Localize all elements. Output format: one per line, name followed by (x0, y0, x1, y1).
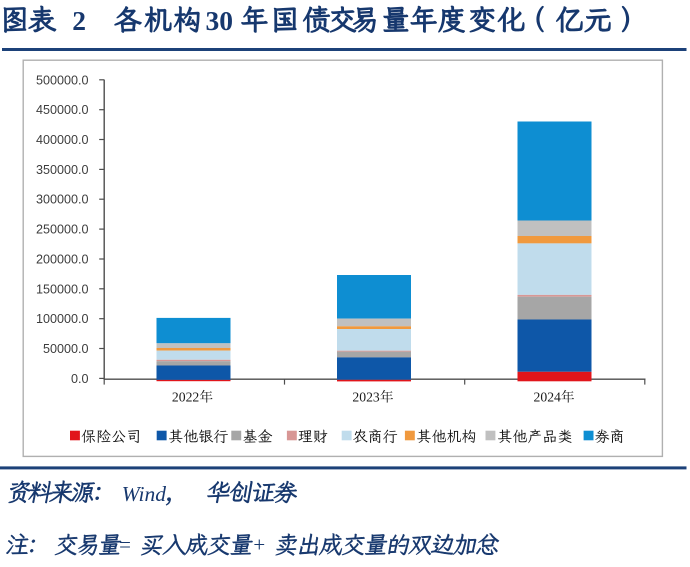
svg-text:2022: 2022 (172, 390, 200, 405)
svg-text:50000.0: 50000.0 (43, 342, 89, 356)
svg-text:2023: 2023 (352, 390, 380, 405)
svg-text:0.0: 0.0 (71, 372, 89, 386)
svg-text:=: = (118, 533, 132, 557)
svg-text:500000.0: 500000.0 (36, 73, 89, 87)
svg-text:450000.0: 450000.0 (36, 103, 89, 117)
svg-text:100000.0: 100000.0 (36, 312, 89, 326)
svg-text:350000.0: 350000.0 (36, 163, 89, 177)
svg-text:250000.0: 250000.0 (36, 223, 89, 237)
svg-text:150000.0: 150000.0 (36, 282, 89, 296)
svg-text:+: + (252, 533, 266, 557)
svg-text:2: 2 (72, 5, 86, 36)
svg-text:30: 30 (205, 5, 233, 36)
svg-text:Wind: Wind (122, 482, 166, 506)
svg-text:2024: 2024 (534, 390, 562, 405)
svg-text:400000.0: 400000.0 (36, 133, 89, 147)
svg-text:200000.0: 200000.0 (36, 253, 89, 267)
svg-text:300000.0: 300000.0 (36, 193, 89, 207)
